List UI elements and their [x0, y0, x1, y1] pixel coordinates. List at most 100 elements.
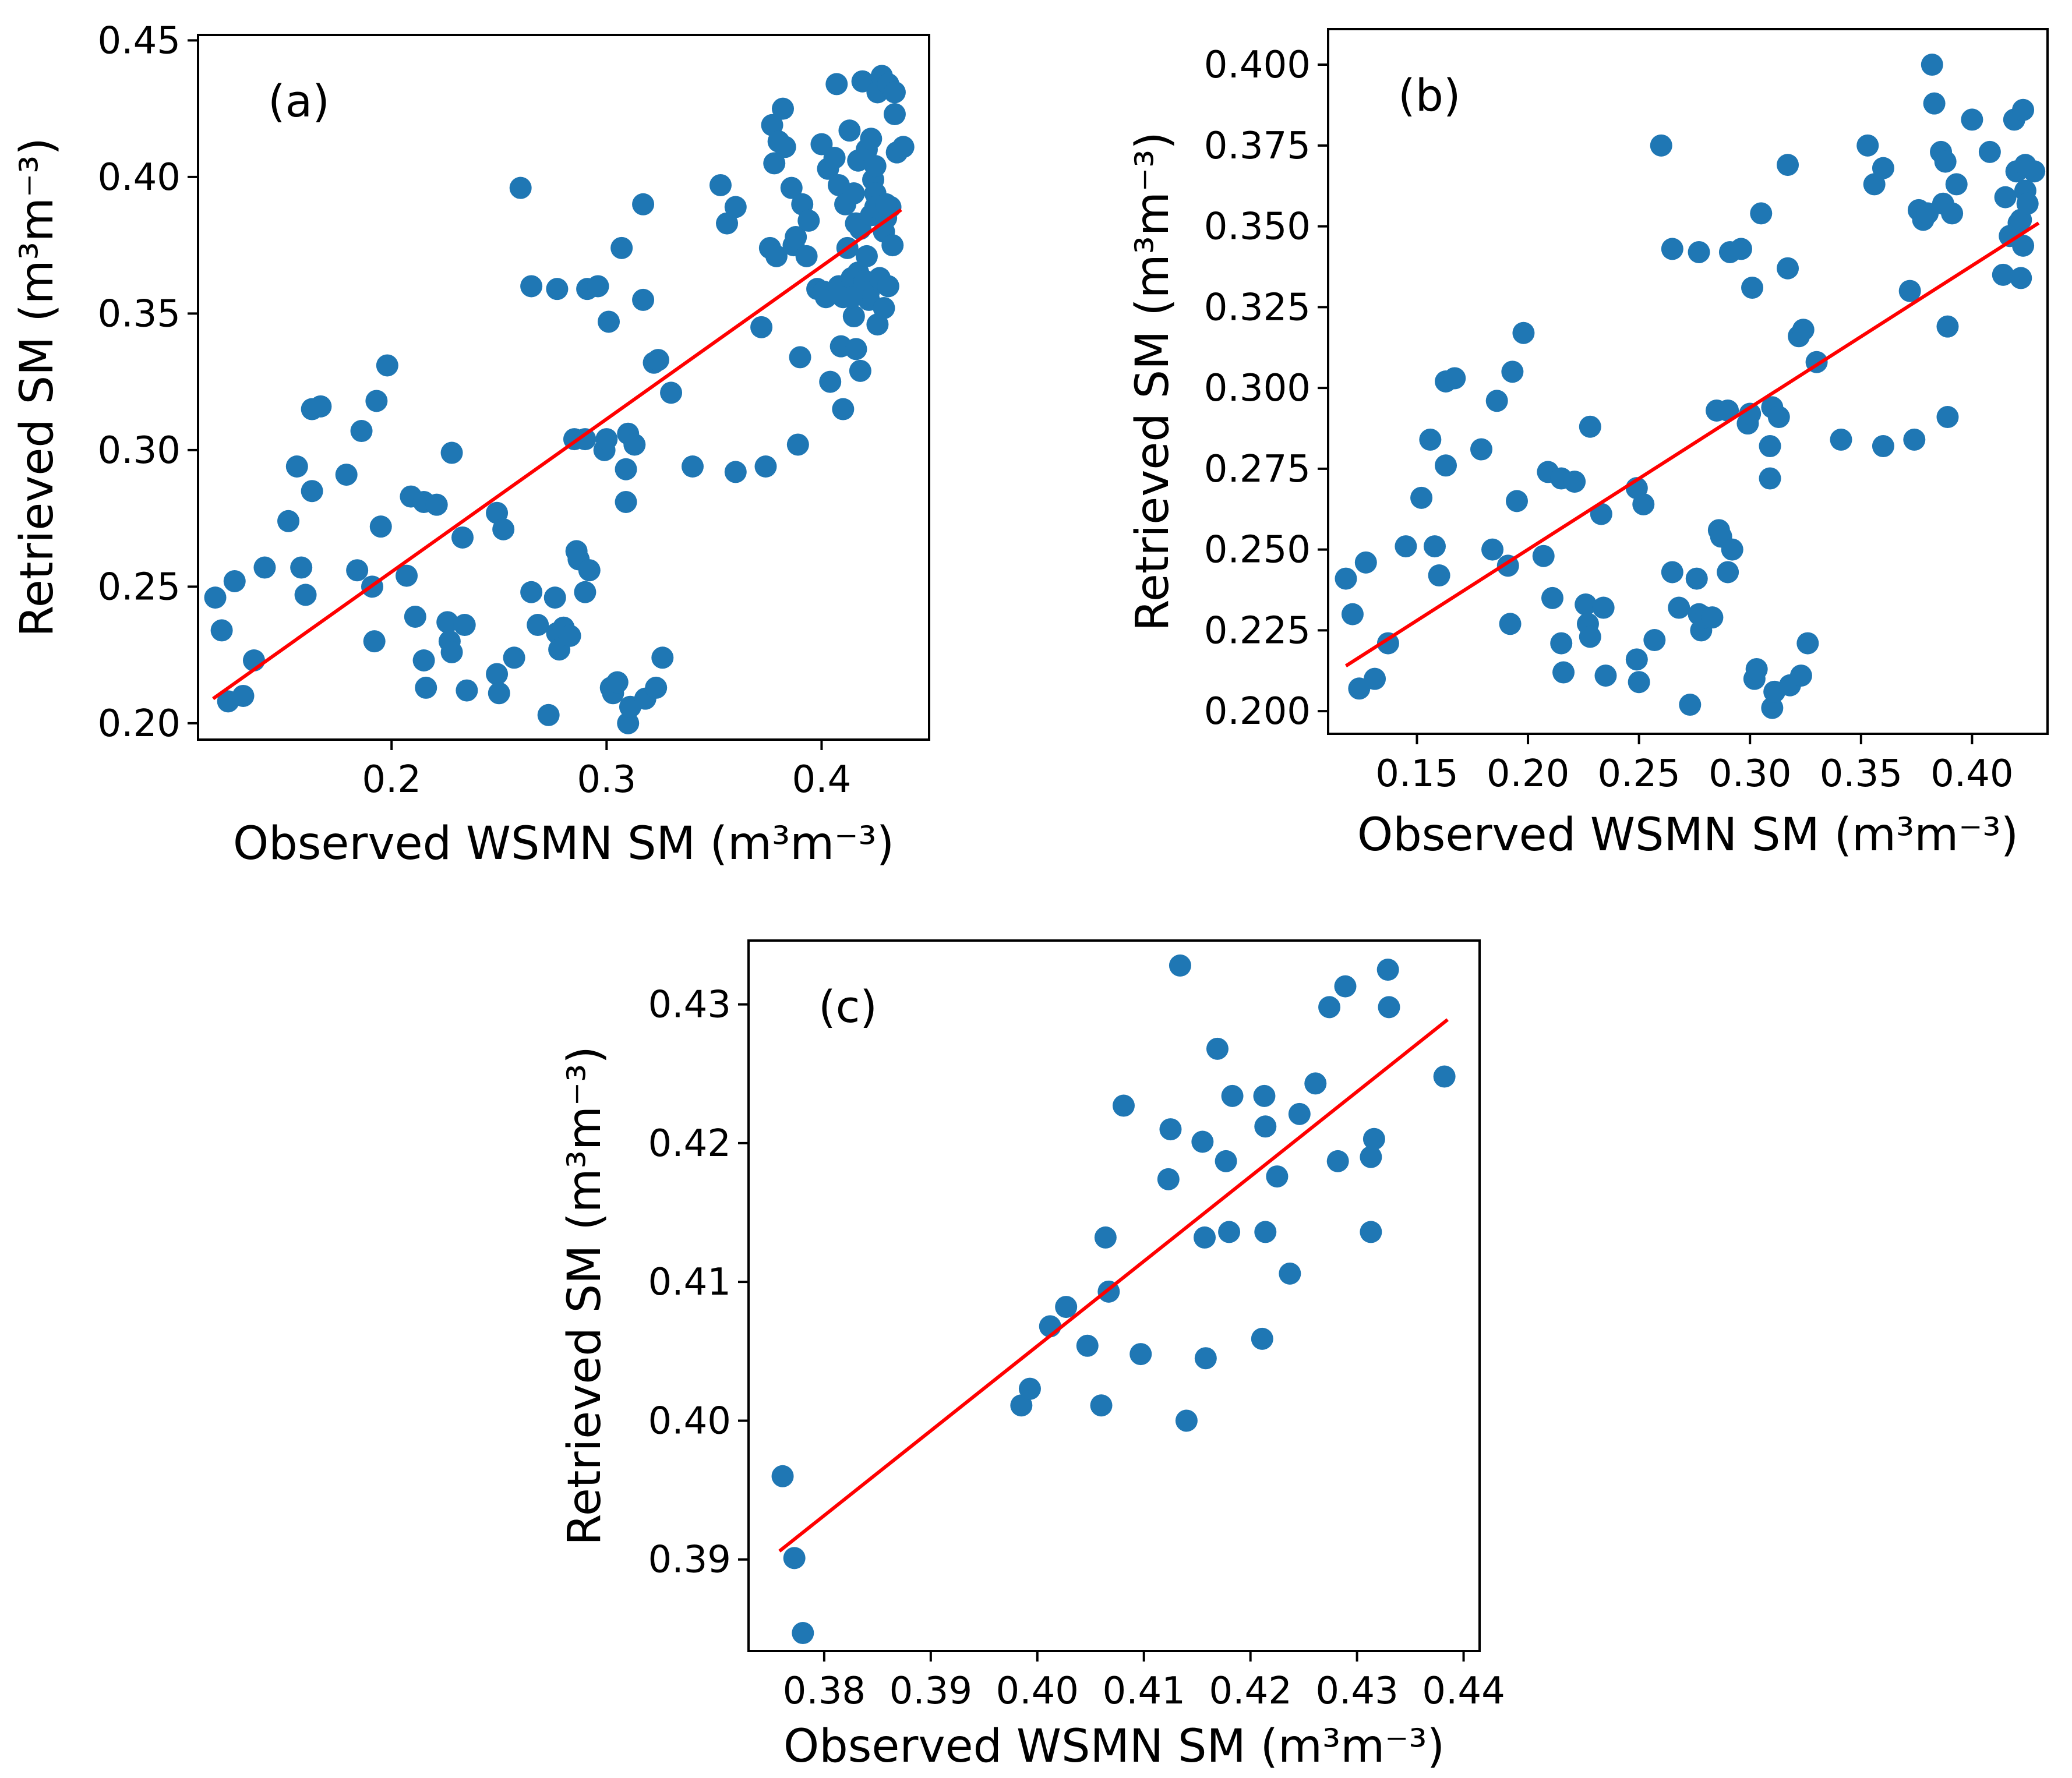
data-point	[309, 395, 332, 418]
data-point	[1945, 173, 1968, 196]
x-tick-label: 0.38	[783, 1670, 866, 1713]
data-point	[819, 370, 842, 393]
data-point	[1679, 694, 1702, 716]
data-point	[1194, 1347, 1217, 1370]
data-point	[1688, 241, 1710, 263]
y-tick-label: 0.225	[1204, 609, 1311, 652]
data-point	[492, 518, 515, 540]
data-point	[1898, 280, 1921, 302]
data-point	[412, 649, 435, 671]
data-point	[1830, 428, 1852, 451]
data-point	[716, 212, 739, 235]
x-tick-label: 0.20	[1487, 752, 1570, 796]
data-point	[681, 455, 704, 478]
data-point	[724, 196, 747, 218]
data-point	[1481, 538, 1504, 561]
data-point	[877, 275, 899, 298]
data-point	[792, 1622, 814, 1645]
data-point	[520, 275, 543, 298]
data-point	[1550, 632, 1573, 655]
plot-frame	[747, 939, 1481, 1652]
data-point	[1777, 257, 1799, 280]
data-point	[290, 556, 313, 579]
data-point	[425, 493, 448, 516]
data-point	[1341, 603, 1364, 625]
data-point	[763, 152, 786, 175]
data-point	[1318, 996, 1341, 1019]
data-point	[440, 441, 463, 464]
data-point	[376, 354, 398, 377]
data-point	[2014, 154, 2036, 176]
data-point	[1443, 367, 1466, 390]
data-point	[574, 581, 596, 603]
data-point	[780, 176, 803, 199]
data-point	[1745, 658, 1768, 680]
data-point	[1741, 277, 1764, 299]
y-tick-label: 0.40	[98, 156, 181, 199]
data-point	[365, 390, 388, 412]
y-tick-label: 0.43	[648, 984, 732, 1027]
data-point	[860, 128, 883, 150]
data-point	[660, 381, 683, 404]
data-point	[1541, 586, 1563, 609]
data-point	[1218, 1221, 1241, 1243]
data-point	[1354, 551, 1377, 574]
x-tick-label: 0.25	[1597, 752, 1681, 796]
data-point	[335, 464, 358, 486]
data-point	[873, 296, 895, 319]
data-point	[1759, 467, 1781, 490]
data-point	[1253, 1084, 1276, 1107]
data-point	[350, 420, 373, 443]
data-point	[1326, 1150, 1349, 1172]
data-point	[1759, 435, 1781, 458]
data-point	[223, 570, 246, 592]
data-point	[1376, 959, 1399, 981]
data-point	[1761, 697, 1784, 719]
panel-label: (b)	[1398, 69, 1461, 121]
data-point	[488, 682, 510, 705]
data-point	[1428, 564, 1450, 587]
data-point	[632, 193, 655, 215]
data-point	[709, 174, 732, 196]
data-point	[1215, 1150, 1237, 1172]
data-point	[1777, 154, 1799, 176]
data-point	[1961, 108, 1983, 131]
data-point	[1978, 140, 2001, 163]
data-point	[864, 155, 887, 178]
data-point	[1157, 1168, 1180, 1190]
data-point	[537, 704, 560, 726]
x-tick-label: 0.40	[996, 1670, 1079, 1713]
data-point	[1159, 1118, 1182, 1141]
data-point	[369, 515, 392, 538]
data-point	[1433, 1065, 1456, 1088]
regression-line	[778, 1018, 1449, 1553]
data-point	[842, 182, 865, 205]
data-point	[750, 316, 773, 338]
y-axis-title: Retrieved SM (m³m⁻³)	[1127, 132, 1179, 631]
data-point	[772, 97, 794, 120]
panel-label: (c)	[818, 981, 877, 1033]
data-point	[1505, 490, 1528, 512]
data-point	[1796, 632, 1819, 655]
regression-line	[212, 208, 902, 701]
y-tick-label: 0.400	[1204, 44, 1311, 87]
data-point	[1169, 954, 1191, 977]
regression-line	[1344, 221, 2040, 667]
data-point	[503, 646, 525, 669]
data-point	[1668, 596, 1690, 619]
data-point	[1789, 664, 1812, 687]
data-point	[598, 310, 620, 333]
data-point	[1395, 535, 1417, 558]
data-point	[1625, 648, 1648, 671]
y-tick-label: 0.30	[98, 429, 181, 472]
y-tick-label: 0.275	[1204, 448, 1311, 491]
x-tick-label: 0.43	[1315, 1670, 1399, 1713]
data-point	[797, 209, 820, 232]
data-point	[2012, 98, 2035, 121]
data-point	[623, 433, 646, 456]
x-tick-label: 0.41	[1102, 1670, 1185, 1713]
data-point	[1729, 238, 1752, 260]
data-point	[1628, 671, 1650, 694]
data-point	[451, 526, 474, 549]
